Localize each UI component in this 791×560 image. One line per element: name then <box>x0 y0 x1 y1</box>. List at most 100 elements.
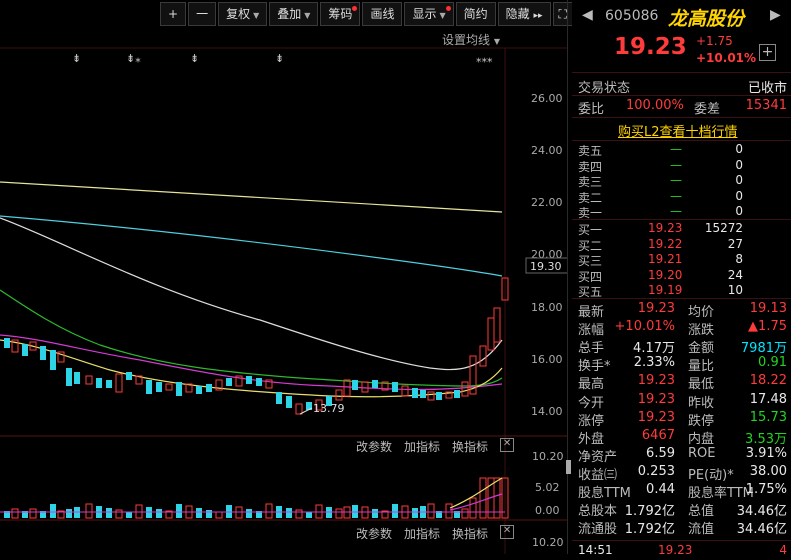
kline-chart-pane[interactable]: + 一 复权 ▼ 叠加 ▼ 筹码 画线 显示 ▼ 简约 隐藏 ▸▸ ⛶ 设置均线 ▼ … <box>0 0 573 554</box>
candle <box>445 391 453 399</box>
simple-mode-button[interactable]: 简约 <box>455 2 496 26</box>
candle <box>286 396 292 408</box>
tick-price: 19.23 <box>658 543 693 557</box>
volume-bar <box>50 504 56 518</box>
candle <box>256 378 262 386</box>
pane-divider[interactable] <box>567 0 568 554</box>
buy-level-row: 买四 19.20 24 <box>578 268 787 285</box>
stat-value: 1.75% <box>745 482 787 497</box>
volume-bar <box>29 508 37 519</box>
switch-indicator-button[interactable]: 换指标 <box>452 527 489 541</box>
candle <box>361 381 369 393</box>
l2-purchase-link[interactable]: 购买L2查看十档行情 <box>618 125 738 140</box>
chips-button[interactable]: 筹码 <box>320 2 361 26</box>
stat-row: 流通股 1.792亿 流值 34.46亿 <box>578 518 787 538</box>
close-icon[interactable]: ✕ <box>500 525 515 539</box>
volume-bar <box>22 511 28 518</box>
volume-bar <box>57 510 65 519</box>
volume-bar <box>126 512 132 518</box>
stat-label: 收益㈢ <box>578 467 618 483</box>
level-volume: 27 <box>727 236 743 251</box>
price-tick: 22.00 <box>531 196 563 209</box>
volume-bar <box>479 477 487 519</box>
ma-line-magenta <box>0 334 503 391</box>
switch-indicator-button[interactable]: 换指标 <box>452 440 489 454</box>
candle <box>246 376 252 384</box>
candle <box>57 351 65 363</box>
candle <box>454 390 460 398</box>
candle <box>276 392 282 404</box>
stat-label: 流通股 <box>578 522 618 538</box>
stock-code: 605086 <box>605 8 659 24</box>
change-params-button[interactable]: 改参数 <box>356 440 393 454</box>
chevron-down-icon: ▼ <box>439 11 446 20</box>
add-indicator-button[interactable]: 加指标 <box>404 440 441 454</box>
add-watchlist-button[interactable]: + <box>759 44 776 61</box>
stat-value: 6467 <box>641 427 675 443</box>
sell-level-row: 卖五 — 0 <box>578 142 787 159</box>
stat-label: 股息率TTM <box>688 486 754 501</box>
volume-bar <box>40 511 46 518</box>
candle <box>436 392 442 400</box>
next-stock-icon[interactable]: ▶ <box>770 7 781 23</box>
level-label: 卖三 <box>578 175 603 190</box>
stat-row: 涨幅 +10.01% 涨跌 ▲1.75 <box>578 319 787 338</box>
ma-setting-label: 设置均线 <box>442 33 491 47</box>
hide-button[interactable]: 隐藏 ▸▸ <box>497 2 551 26</box>
volume-bar <box>412 508 418 518</box>
candle <box>427 391 435 401</box>
close-icon[interactable]: ✕ <box>500 438 515 452</box>
draw-line-button[interactable]: 画线 <box>362 2 403 26</box>
level-label: 买一 <box>578 223 603 237</box>
event-marker-icon: ⇟ <box>72 52 81 65</box>
level-label: 买三 <box>578 254 603 269</box>
volume-bar <box>156 509 162 518</box>
candle <box>479 345 487 367</box>
change-params-button[interactable]: 改参数 <box>356 527 393 541</box>
stat-value: 19.13 <box>749 301 787 316</box>
candle <box>96 378 102 388</box>
stat-row: 总股本 1.792亿 总值 34.46亿 <box>578 500 787 520</box>
level-volume: 15272 <box>704 221 743 235</box>
zoom-in-button[interactable]: + <box>160 2 187 26</box>
ma-setting-button[interactable]: 设置均线 ▼ <box>442 31 500 48</box>
notification-dot-icon <box>445 6 451 11</box>
indicator2-toolbar: 改参数 加指标 换指标 ✕ <box>356 525 515 542</box>
candle <box>469 355 477 395</box>
sell-level-row: 卖二 — 0 <box>578 189 787 206</box>
stat-value: 34.46亿 <box>736 522 787 538</box>
fullscreen-icon: ⛶ <box>558 7 567 21</box>
volume-bar <box>306 512 312 518</box>
volume-bar <box>176 504 182 518</box>
price-tick: 24.00 <box>531 144 563 157</box>
zoom-out-button[interactable]: 一 <box>188 2 217 26</box>
level-label: 买二 <box>578 238 603 253</box>
prev-stock-icon[interactable]: ◀ <box>582 7 593 23</box>
price-change-pct: +10.01% <box>696 51 757 65</box>
candle <box>115 373 123 393</box>
overlay-button[interactable]: 叠加 ▼ <box>269 2 319 26</box>
stat-value: 15.73 <box>749 409 787 425</box>
stat-label: 股息TTM <box>578 486 631 501</box>
level-volume: 0 <box>735 142 743 156</box>
collapse-handle-icon[interactable] <box>566 460 571 474</box>
candle <box>156 382 162 392</box>
stat-value: 1.792亿 <box>624 504 675 520</box>
stat-row: 涨停 19.23 跌停 15.73 <box>578 409 787 429</box>
add-indicator-button[interactable]: 加指标 <box>404 527 441 541</box>
trade-status-value: 已收市 <box>747 81 787 96</box>
fuquan-button[interactable]: 复权 ▼ <box>218 2 268 26</box>
candle <box>501 277 509 301</box>
level-label: 卖一 <box>578 206 603 221</box>
price-tick: 18.00 <box>531 301 563 314</box>
notification-dot-icon <box>352 6 358 11</box>
overlay-label: 叠加 <box>277 7 302 21</box>
stat-value: 3.91% <box>745 445 787 461</box>
indicator1-axis: 10.20 5.02 0.00 <box>532 450 564 517</box>
level-volume: 24 <box>727 267 743 282</box>
price-tick: 14.00 <box>531 405 563 418</box>
stat-row: 股息TTM 0.44 股息率TTM 1.75% <box>578 482 787 501</box>
candle <box>85 375 93 385</box>
stat-label: 总值 <box>688 504 715 520</box>
display-button[interactable]: 显示 ▼ <box>404 2 454 26</box>
